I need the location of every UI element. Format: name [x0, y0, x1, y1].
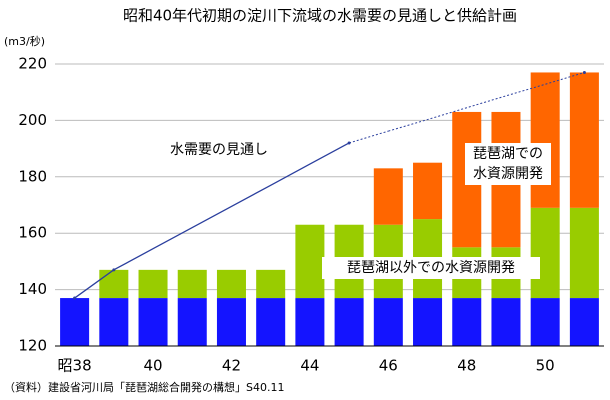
y-tick-label: 120: [18, 337, 47, 355]
x-tick-label: 48: [457, 357, 476, 375]
y-tick-label: 180: [18, 167, 47, 185]
line-point: [73, 296, 77, 300]
bar-segment: [138, 298, 168, 346]
bar-segment: [569, 207, 599, 299]
x-tick-label: 46: [379, 357, 398, 375]
annotation-bg: [465, 143, 551, 185]
x-tick-label: 44: [300, 357, 319, 375]
bar-segment: [99, 269, 129, 299]
line-point: [582, 70, 586, 74]
bar-segment: [334, 298, 364, 346]
line-point: [112, 268, 116, 272]
bar-segment: [373, 298, 403, 346]
demand-line-link: [348, 130, 389, 144]
bar-segment: [491, 298, 521, 346]
bar-segment: [452, 298, 482, 346]
y-tick-label: 200: [18, 111, 47, 129]
x-tick-label: 昭38: [58, 357, 92, 375]
y-tick-label: 160: [18, 224, 47, 242]
bar-segment: [413, 298, 443, 346]
bar-segment: [256, 298, 286, 346]
y-tick-label: 220: [18, 55, 47, 73]
bar-segment: [530, 207, 560, 299]
annotation: 琵琶湖以外での水資源開発: [347, 260, 515, 276]
bar-segment: [530, 72, 560, 208]
annotation-bg: [322, 257, 540, 279]
bar-segment: [256, 269, 286, 299]
x-tick-label: 40: [143, 357, 162, 375]
y-unit: (m3/秒): [4, 34, 45, 48]
annotation: 水需要の見通し: [170, 142, 268, 158]
bar-segment: [295, 224, 325, 299]
x-tick-label: 42: [222, 357, 241, 375]
bar-segment: [569, 298, 599, 346]
chart-title: 昭和40年代初期の淀川下流域の水需要の見通しと供給計画: [123, 7, 517, 25]
y-tick-label: 140: [18, 280, 47, 298]
line-point: [347, 141, 351, 145]
bar-segment: [60, 298, 90, 346]
bar-segment: [216, 298, 246, 346]
bar-segment: [177, 269, 207, 299]
annotation: 水資源開発: [473, 166, 543, 182]
bar-segment: [569, 72, 599, 208]
bar-segment: [530, 298, 560, 346]
bar-segment: [177, 298, 207, 346]
annotation: 琵琶湖での: [473, 146, 543, 162]
demand-line: [74, 142, 350, 299]
bar-segment: [216, 269, 246, 299]
x-tick-label: 50: [536, 357, 555, 375]
bar-segment: [138, 269, 168, 299]
bar-segment: [295, 298, 325, 346]
bar-segment: [99, 298, 129, 346]
bar-segment: [373, 168, 403, 225]
bar-segment: [413, 162, 443, 220]
source: （資料）建設省河川局「琵琶湖総合開発の構想」S40.11: [4, 380, 284, 394]
